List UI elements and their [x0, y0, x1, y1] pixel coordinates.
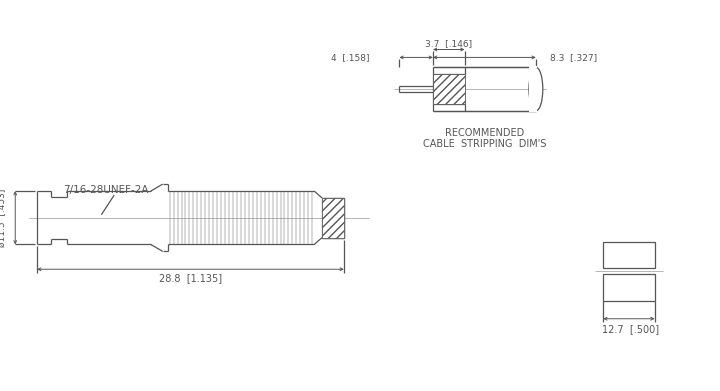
Text: 4  [.158]: 4 [.158] — [331, 53, 369, 62]
Bar — [322, 198, 344, 238]
Text: 8.3  [.327]: 8.3 [.327] — [550, 53, 597, 62]
Bar — [603, 242, 654, 268]
Text: 3.7  [.146]: 3.7 [.146] — [426, 39, 472, 48]
Text: ø11.5  [.453]: ø11.5 [.453] — [0, 188, 6, 247]
Bar — [529, 66, 537, 112]
Text: RECOMMENDED: RECOMMENDED — [445, 127, 524, 138]
Bar — [433, 74, 464, 104]
Text: CABLE  STRIPPING  DIM'S: CABLE STRIPPING DIM'S — [423, 138, 546, 149]
Text: 12.7  [.500]: 12.7 [.500] — [603, 324, 660, 334]
Ellipse shape — [529, 67, 543, 111]
Bar — [603, 274, 654, 301]
Text: 28.8  [1.135]: 28.8 [1.135] — [159, 273, 222, 283]
Text: 7/16-28UNEF-2A: 7/16-28UNEF-2A — [63, 185, 149, 195]
